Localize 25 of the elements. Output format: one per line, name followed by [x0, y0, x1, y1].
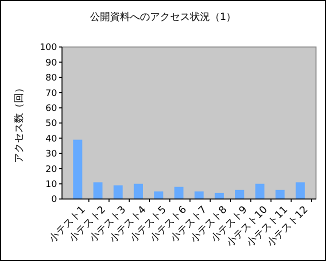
bar — [255, 184, 264, 199]
bar — [174, 186, 184, 199]
bar — [276, 190, 285, 199]
y-tick-label: 40 — [46, 134, 58, 144]
bar — [73, 140, 82, 199]
chart-title: 公開資料へのアクセス状況（1） — [90, 11, 236, 23]
bar — [296, 182, 305, 199]
y-tick-label: 50 — [46, 119, 58, 130]
y-tick-label: 100 — [40, 43, 58, 54]
y-tick-label: 20 — [46, 164, 58, 175]
bar — [93, 182, 102, 199]
y-tick-label: 10 — [46, 180, 58, 190]
bar — [214, 192, 224, 199]
y-tick-label: 60 — [46, 104, 58, 114]
bar — [154, 191, 164, 199]
bar — [194, 191, 204, 199]
y-tick-label: 30 — [46, 150, 58, 160]
bar — [114, 185, 123, 199]
y-tick-label: 90 — [46, 58, 58, 68]
bar — [235, 190, 244, 199]
y-tick-label: 0 — [51, 195, 58, 206]
y-tick-label: 70 — [46, 88, 58, 99]
y-tick-label: 80 — [46, 74, 58, 84]
y-axis-title: アクセス数（回） — [14, 83, 25, 163]
bar — [134, 184, 143, 199]
